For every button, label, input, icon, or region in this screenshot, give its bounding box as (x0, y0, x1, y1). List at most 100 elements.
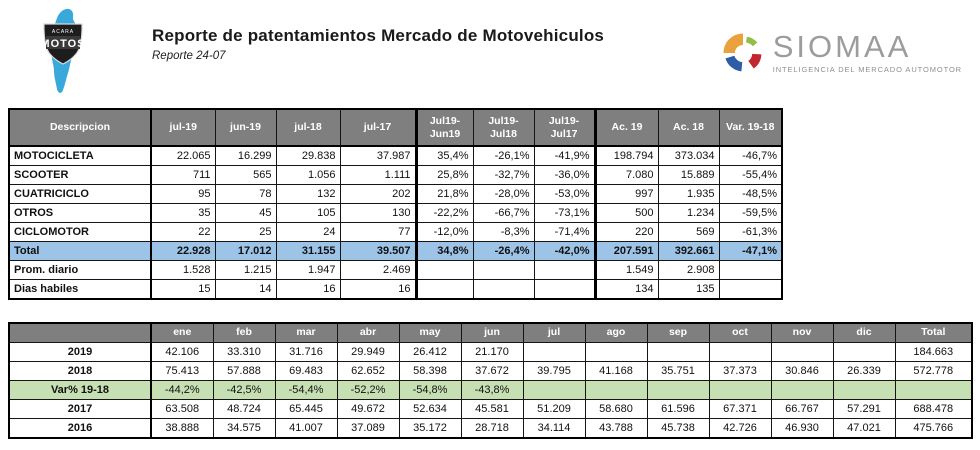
cell-value: 37.089 (336, 417, 400, 438)
cell-value: 65.445 (274, 398, 338, 419)
cell-value: 37.987 (339, 145, 418, 166)
cell-value: 48.724 (212, 398, 276, 419)
cell-value (522, 379, 586, 400)
cell-value: 569 (657, 222, 720, 242)
column-header: Total (894, 322, 973, 343)
cell-value: 26.412 (398, 341, 462, 362)
cell-value: 15.889 (657, 165, 720, 185)
column-header: Jul19- Jul17 (533, 108, 597, 147)
cell-value: 22 (150, 222, 216, 242)
row-label: 2018 (8, 360, 152, 381)
cell-value: -43,8% (460, 379, 524, 400)
table1-row-cuatriciclo: CUATRICICLO 95 78 132 202 21,8% -28,0% -53,0% 99… (8, 184, 783, 204)
cell-value: 62.652 (336, 360, 400, 381)
cell-value: 51.209 (522, 398, 586, 419)
cell-value: 7.080 (594, 165, 659, 185)
cell-value: 45.581 (460, 398, 524, 419)
cell-value: 202 (339, 184, 418, 204)
table1-row-scooter: SCOOTER 711 565 1.056 1.111 25,8% -32,7% -36,0%… (8, 165, 783, 185)
cell-value (708, 341, 772, 362)
column-header: Jul19- Jul18 (472, 108, 535, 147)
row-label: MOTOCICLETA (8, 145, 152, 166)
column-header: oct (708, 322, 772, 343)
column-header: jul-18 (275, 108, 341, 147)
cell-value: 29.949 (336, 341, 400, 362)
cell-value: 57.291 (832, 398, 896, 419)
cell-value: 78 (214, 184, 277, 204)
cell-value: 1.528 (150, 260, 216, 280)
column-header: feb (212, 322, 276, 343)
cell-value: 14 (214, 279, 277, 300)
cell-value: -52,2% (336, 379, 400, 400)
cell-value: 34,8% (415, 241, 474, 261)
cell-value: 572.778 (894, 360, 973, 381)
table1-row-prom-diario: Prom. diario 1.528 1.215 1.947 2.469 1.549 2.9… (8, 260, 783, 280)
row-label: CUATRICICLO (8, 184, 152, 204)
cell-value (708, 379, 772, 400)
cell-value: 34.575 (212, 417, 276, 438)
cell-value: 1.215 (214, 260, 277, 280)
table2-header-row: ene feb mar abr may jun jul ago sep oct nov dic Tota… (8, 322, 973, 343)
cell-value: 21.170 (460, 341, 524, 362)
table1-row-total: Total 22.928 17.012 31.155 39.507 34,8% -26,4%… (8, 241, 783, 261)
annual-by-month-table: ene feb mar abr may jun jul ago sep oct nov dic Tota… (8, 322, 973, 439)
column-header: dic (832, 322, 896, 343)
siomaa-logo: SIOMAA INTELIGENCIA DEL MERCADO AUTOMOTO… (720, 30, 962, 76)
cell-value: 500 (594, 203, 659, 223)
acara-logo-main-text: MOTOS (40, 38, 85, 50)
cell-value: 67.371 (708, 398, 772, 419)
cell-value: 58.680 (584, 398, 648, 419)
cell-value (894, 379, 973, 400)
cell-value: -55,4% (718, 165, 783, 185)
table2-row-2016: 2016 38.888 34.575 41.007 37.089 35.172 28.718… (8, 417, 973, 438)
cell-value: -42,0% (533, 241, 597, 261)
cell-value: -12,0% (415, 222, 474, 242)
column-header: Ac. 18 (657, 108, 720, 147)
column-header: ene (150, 322, 214, 343)
cell-value: 17.012 (214, 241, 277, 261)
cell-value: 35,4% (415, 145, 474, 166)
column-header: Var. 19-18 (718, 108, 783, 147)
cell-value: 75.413 (150, 360, 214, 381)
table1-row-otros: OTROS 35 45 105 130 -22,2% -66,7% -73,1% 500 1.23… (8, 203, 783, 223)
cell-value: 132 (275, 184, 341, 204)
cell-value: 2.469 (339, 260, 418, 280)
cell-value: 45 (214, 203, 277, 223)
cell-value (533, 279, 597, 300)
cell-value: 15 (150, 279, 216, 300)
column-header: jun (460, 322, 524, 343)
cell-value: 1.111 (339, 165, 418, 185)
page-title: Reporte de patentamientos Mercado de Mot… (152, 26, 605, 45)
cell-value: -22,2% (415, 203, 474, 223)
cell-value: 135 (657, 279, 720, 300)
cell-value: 45.738 (646, 417, 710, 438)
cell-value: 134 (594, 279, 659, 300)
report-header: ACARA MOTOS Reporte de patentamientos Me… (0, 0, 980, 102)
cell-value: 33.310 (212, 341, 276, 362)
monthly-comparison-table: Descripcion jul-19 jun-19 jul-18 jul-17 Jul19… (8, 108, 783, 300)
table2-row-var-19-18: Var% 19-18 -44,2% -42,5% -54,4% -52,2% -54,8%… (8, 379, 973, 400)
cell-value: 42.106 (150, 341, 214, 362)
cell-value: 69.483 (274, 360, 338, 381)
cell-value: 2.908 (657, 260, 720, 280)
cell-value: -53,0% (533, 184, 597, 204)
cell-value: 41.168 (584, 360, 648, 381)
column-header: Ac. 19 (594, 108, 659, 147)
cell-value: -26,1% (472, 145, 535, 166)
cell-value (533, 260, 597, 280)
column-header: Descripcion (8, 108, 152, 147)
cell-value (832, 379, 896, 400)
cell-value: 39.795 (522, 360, 586, 381)
cell-value: -73,1% (533, 203, 597, 223)
table1-row-ciclomotor: CICLOMOTOR 22 25 24 77 -12,0% -8,3% -71,4% 220 56… (8, 222, 783, 242)
column-header: jul-19 (150, 108, 216, 147)
column-header: ago (584, 322, 648, 343)
cell-value (646, 379, 710, 400)
cell-value: 41.007 (274, 417, 338, 438)
cell-value (770, 341, 834, 362)
cell-value: 475.766 (894, 417, 973, 438)
cell-value (584, 379, 648, 400)
column-header: jun-19 (214, 108, 277, 147)
table2-row-2019: 2019 42.106 33.310 31.716 29.949 26.412 21.170… (8, 341, 973, 362)
cell-value: 220 (594, 222, 659, 242)
